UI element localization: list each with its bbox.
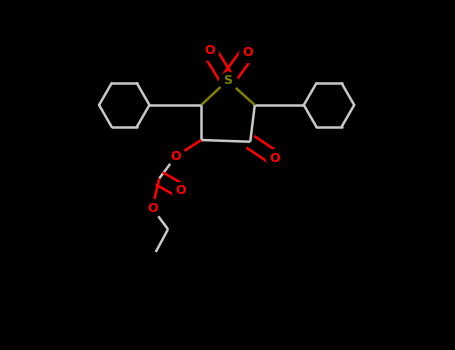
Text: O: O (170, 150, 181, 163)
Text: O: O (204, 44, 215, 57)
Text: O: O (269, 152, 280, 165)
Text: O: O (176, 184, 186, 197)
Text: O: O (147, 202, 157, 215)
Text: O: O (243, 46, 253, 59)
Text: S: S (223, 74, 232, 87)
